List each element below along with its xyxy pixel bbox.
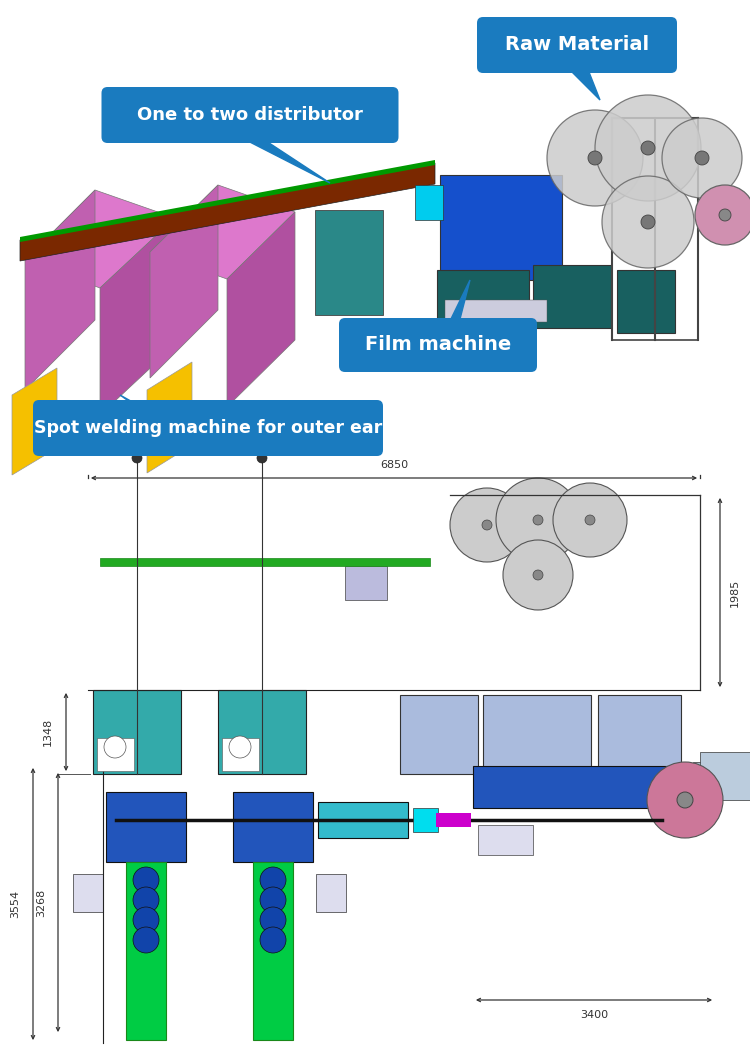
Circle shape: [104, 736, 126, 758]
Circle shape: [533, 570, 543, 580]
Bar: [345, 566, 387, 600]
Circle shape: [260, 887, 286, 913]
Polygon shape: [227, 212, 295, 407]
Circle shape: [677, 792, 693, 808]
Text: 1348: 1348: [43, 718, 53, 747]
Bar: [478, 825, 533, 855]
FancyBboxPatch shape: [339, 318, 537, 372]
Bar: [700, 752, 750, 800]
Circle shape: [641, 142, 655, 155]
Bar: [318, 802, 408, 838]
Bar: [106, 792, 186, 862]
Polygon shape: [147, 362, 192, 473]
Circle shape: [133, 867, 159, 893]
Circle shape: [260, 927, 286, 953]
Circle shape: [229, 736, 251, 758]
Bar: [253, 862, 293, 1040]
Circle shape: [257, 453, 267, 463]
Bar: [218, 690, 306, 774]
Polygon shape: [20, 161, 435, 242]
Polygon shape: [428, 280, 470, 366]
Circle shape: [547, 110, 643, 206]
FancyBboxPatch shape: [101, 87, 398, 143]
Bar: [400, 695, 478, 774]
Circle shape: [132, 453, 142, 463]
Text: Raw Material: Raw Material: [505, 36, 649, 55]
Circle shape: [133, 907, 159, 934]
Bar: [617, 270, 675, 333]
Text: 3400: 3400: [580, 1010, 608, 1020]
Text: Film machine: Film machine: [364, 336, 512, 355]
Circle shape: [588, 151, 602, 165]
Polygon shape: [25, 190, 175, 288]
Circle shape: [662, 118, 742, 199]
Circle shape: [695, 185, 750, 245]
Polygon shape: [25, 190, 95, 390]
Text: Spot welding machine for outer ear: Spot welding machine for outer ear: [34, 419, 382, 437]
Polygon shape: [150, 185, 295, 279]
Circle shape: [553, 483, 627, 557]
Polygon shape: [240, 137, 330, 183]
Bar: [598, 695, 681, 774]
Bar: [413, 808, 438, 832]
Polygon shape: [100, 218, 175, 415]
Bar: [693, 762, 748, 790]
Circle shape: [585, 515, 595, 525]
Text: 3554: 3554: [10, 890, 20, 918]
Bar: [533, 265, 611, 328]
Bar: [73, 874, 103, 912]
Circle shape: [647, 762, 723, 838]
Bar: [222, 738, 259, 771]
Bar: [100, 558, 430, 566]
FancyBboxPatch shape: [33, 400, 383, 456]
Circle shape: [133, 887, 159, 913]
Bar: [126, 862, 166, 1040]
Bar: [473, 766, 683, 808]
Text: One to two distributor: One to two distributor: [137, 106, 363, 124]
Circle shape: [496, 478, 580, 562]
Circle shape: [641, 215, 655, 229]
Bar: [483, 695, 591, 774]
Bar: [93, 690, 181, 774]
Bar: [437, 270, 529, 338]
Polygon shape: [12, 367, 57, 475]
Circle shape: [602, 176, 694, 268]
Text: 1985: 1985: [730, 579, 740, 606]
Circle shape: [695, 151, 709, 165]
Circle shape: [260, 867, 286, 893]
Circle shape: [260, 907, 286, 934]
Bar: [440, 175, 562, 280]
FancyBboxPatch shape: [477, 17, 677, 73]
Polygon shape: [567, 67, 600, 100]
Bar: [436, 813, 471, 827]
Circle shape: [503, 540, 573, 610]
Circle shape: [595, 95, 701, 201]
Bar: [415, 185, 443, 220]
Text: 3268: 3268: [36, 888, 46, 917]
Bar: [445, 300, 547, 322]
Bar: [315, 210, 383, 315]
Bar: [97, 738, 134, 771]
Polygon shape: [20, 163, 435, 261]
Text: 6850: 6850: [380, 460, 408, 470]
Circle shape: [533, 515, 543, 525]
Circle shape: [450, 488, 524, 562]
Bar: [316, 874, 346, 912]
Bar: [233, 792, 313, 862]
Polygon shape: [150, 185, 218, 378]
Circle shape: [133, 927, 159, 953]
Circle shape: [482, 520, 492, 530]
Circle shape: [719, 209, 731, 221]
Polygon shape: [120, 395, 218, 450]
